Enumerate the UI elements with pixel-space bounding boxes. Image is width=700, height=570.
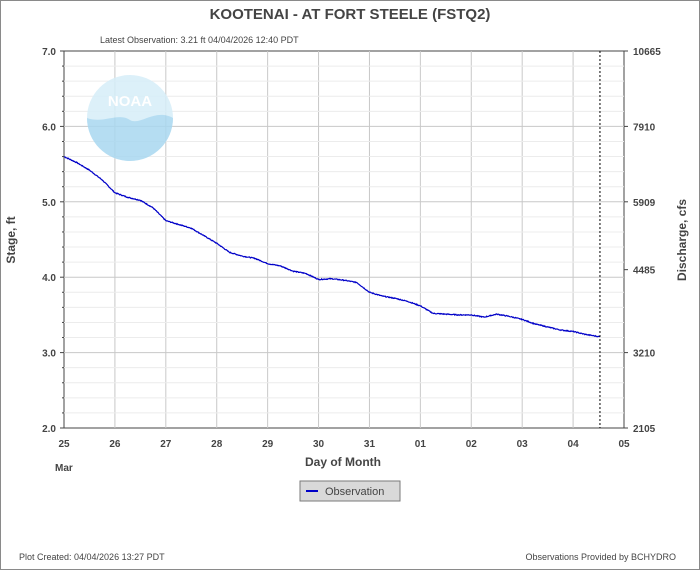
- x-axis-title: Day of Month: [305, 455, 381, 469]
- y-tick-label-5.0: 5.0: [42, 198, 56, 209]
- legend: Observation: [299, 480, 401, 502]
- x-tick-label-31: 31: [364, 439, 376, 450]
- x-tick-label-30: 30: [313, 439, 325, 450]
- x-tick-label-05: 05: [618, 439, 630, 450]
- y-tick-label-7.0: 7.0: [42, 47, 56, 58]
- legend-box: [299, 480, 401, 502]
- noaa-logo-text: NOAA: [108, 93, 152, 110]
- x-tick-label-25: 25: [58, 439, 70, 450]
- series-line-observation: [63, 156, 601, 338]
- plot-created-note: Plot Created: 04/04/2026 13:27 PDT: [19, 552, 165, 562]
- latest-observation-note: Latest Observation: 3.21 ft 04/04/2026 1…: [100, 35, 299, 45]
- y-tick-label-6.0: 6.0: [42, 122, 56, 133]
- x-tick-label-27: 27: [160, 439, 172, 450]
- y2-tick-label-4485: 4485: [633, 266, 656, 277]
- y2-tick-label-10665: 10665: [633, 47, 661, 58]
- series-layer: [63, 156, 601, 338]
- noaa-logo-watermark: NOAA: [87, 75, 173, 161]
- y2-tick-label-3210: 3210: [633, 349, 656, 360]
- y-tick-label-4.0: 4.0: [42, 273, 56, 284]
- y-tick-label-3.0: 3.0: [42, 349, 56, 360]
- x-tick-label-04: 04: [568, 439, 580, 450]
- legend-label-observation: Observation: [325, 486, 384, 498]
- x-tick-label-02: 02: [466, 439, 478, 450]
- x-tick-label-29: 29: [262, 439, 274, 450]
- y-axis-title: Stage, ft: [4, 216, 18, 263]
- chart-title: KOOTENAI - AT FORT STEELE (FSTQ2): [210, 6, 491, 23]
- y-tick-label-2.0: 2.0: [42, 424, 56, 435]
- y2-axis-title: Discharge, cfs: [675, 199, 689, 281]
- x-tick-label-01: 01: [415, 439, 427, 450]
- y2-tick-label-7910: 7910: [633, 122, 656, 133]
- x-month-label: Mar: [55, 463, 73, 474]
- axes: 25 26 27 28 29 30 31 01 02 03 04 05 Mar 2.0 3.0 4.0 5.0 6…: [42, 47, 661, 474]
- y2-tick-label-2105: 2105: [633, 424, 656, 435]
- data-provider-note: Observations Provided by BCHYDRO: [525, 552, 676, 562]
- x-tick-label-03: 03: [517, 439, 529, 450]
- x-tick-label-26: 26: [109, 439, 121, 450]
- x-tick-label-28: 28: [211, 439, 223, 450]
- y2-tick-label-5909: 5909: [633, 198, 656, 209]
